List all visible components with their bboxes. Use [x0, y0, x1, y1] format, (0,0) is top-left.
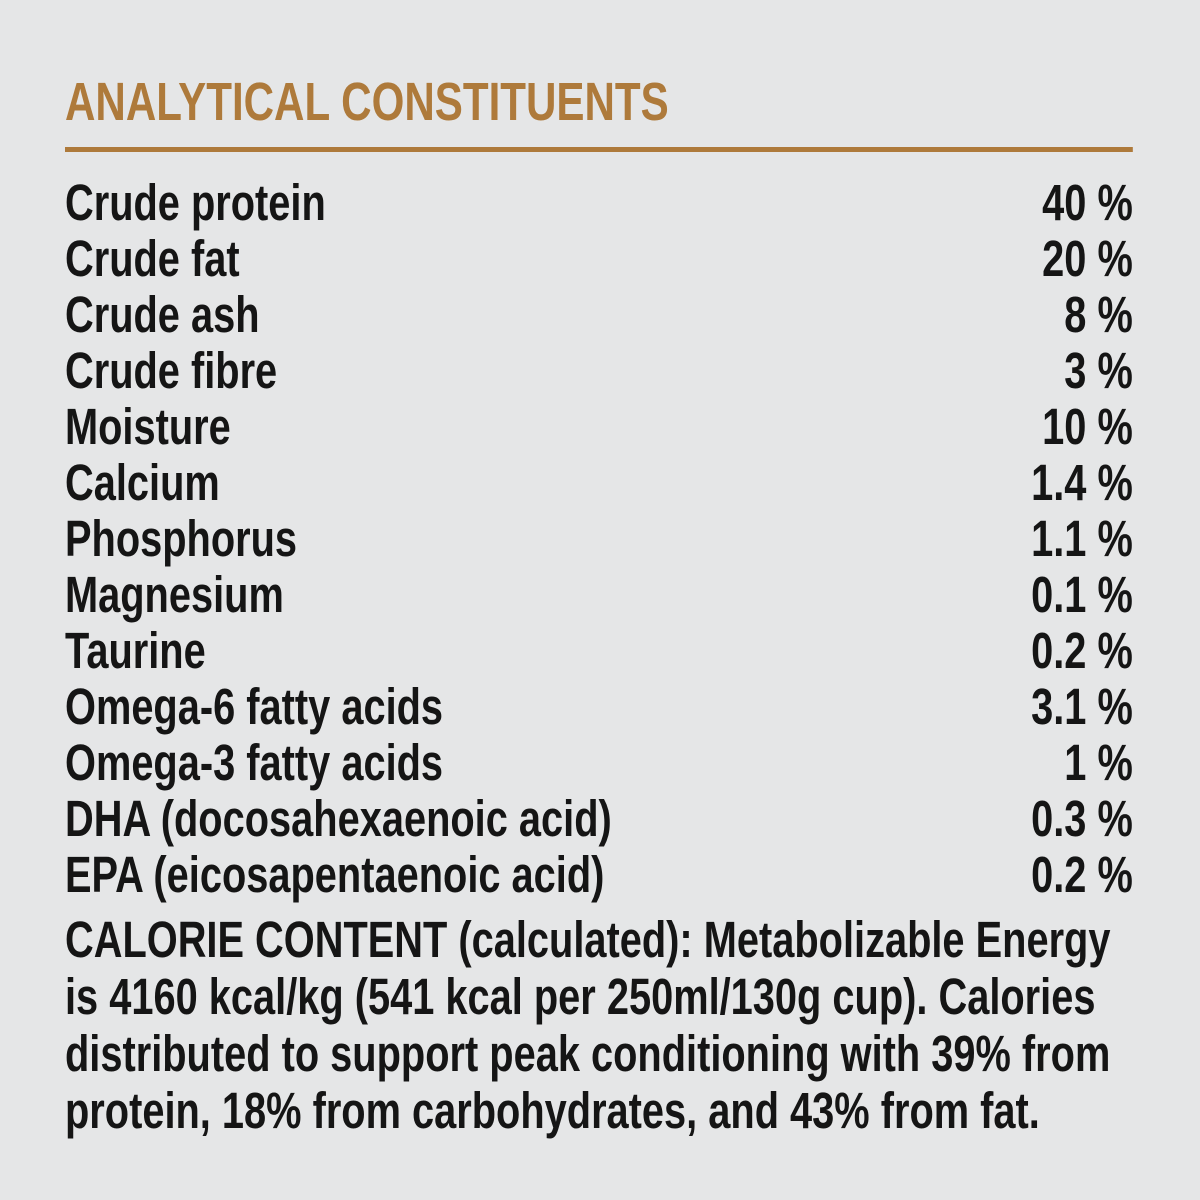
analytical-constituents-panel: ANALYTICAL CONSTITUENTS Crude protein 40…: [65, 0, 1133, 1139]
table-row: Crude fibre 3 %: [65, 343, 1133, 399]
constituent-value: 20 %: [1042, 230, 1133, 287]
constituent-value: 3.1 %: [1031, 678, 1133, 735]
title-underline-rule: [65, 147, 1133, 152]
constituents-table: Crude protein 40 % Crude fat 20 % Crude …: [65, 175, 1133, 903]
constituent-value: 1.1 %: [1031, 510, 1133, 567]
table-row: Crude protein 40 %: [65, 175, 1133, 231]
table-row: Taurine 0.2 %: [65, 623, 1133, 679]
table-row: EPA (eicosapentaenoic acid) 0.2 %: [65, 847, 1133, 903]
constituent-value: 3 %: [1064, 342, 1133, 399]
calorie-content-note: CALORIE CONTENT (calculated): Metaboliza…: [65, 911, 1111, 1139]
constituent-value: 0.3 %: [1031, 790, 1133, 847]
table-row: Moisture 10 %: [65, 399, 1133, 455]
constituent-value: 40 %: [1042, 174, 1133, 231]
constituent-name: Taurine: [65, 622, 206, 679]
constituent-name: Magnesium: [65, 566, 284, 623]
table-row: Crude ash 8 %: [65, 287, 1133, 343]
table-row: Phosphorus 1.1 %: [65, 511, 1133, 567]
constituent-name: Crude fat: [65, 230, 240, 287]
constituent-name: Crude ash: [65, 286, 260, 343]
constituent-value: 8 %: [1064, 286, 1133, 343]
constituent-name: Moisture: [65, 398, 231, 455]
section-title: ANALYTICAL CONSTITUENTS: [65, 72, 669, 132]
constituent-name: DHA (docosahexaenoic acid): [65, 790, 612, 847]
table-row: Omega-6 fatty acids 3.1 %: [65, 679, 1133, 735]
table-row: DHA (docosahexaenoic acid) 0.3 %: [65, 791, 1133, 847]
constituent-name: Phosphorus: [65, 510, 298, 567]
constituent-value: 0.2 %: [1031, 622, 1133, 679]
constituent-value: 0.1 %: [1031, 566, 1133, 623]
constituent-name: Calcium: [65, 454, 220, 511]
constituent-value: 0.2 %: [1031, 846, 1133, 903]
constituent-value: 1 %: [1064, 734, 1133, 791]
constituent-name: Omega-6 fatty acids: [65, 678, 444, 735]
constituent-value: 10 %: [1042, 398, 1133, 455]
constituent-name: Crude protein: [65, 174, 326, 231]
table-row: Crude fat 20 %: [65, 231, 1133, 287]
constituent-name: Crude fibre: [65, 342, 278, 399]
constituent-value: 1.4 %: [1031, 454, 1133, 511]
constituent-name: EPA (eicosapentaenoic acid): [65, 846, 605, 903]
table-row: Magnesium 0.1 %: [65, 567, 1133, 623]
constituent-name: Omega-3 fatty acids: [65, 734, 444, 791]
table-row: Omega-3 fatty acids 1 %: [65, 735, 1133, 791]
table-row: Calcium 1.4 %: [65, 455, 1133, 511]
